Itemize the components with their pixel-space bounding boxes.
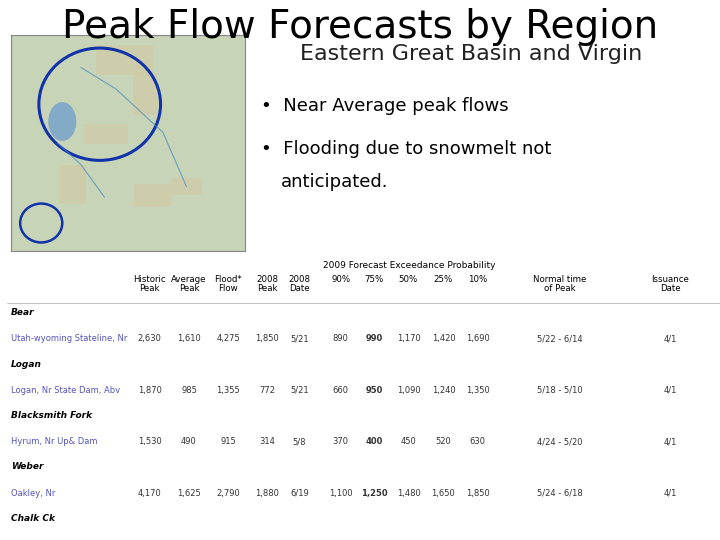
Text: 1,355: 1,355 [216, 386, 240, 395]
Text: 4/24 - 5/20: 4/24 - 5/20 [537, 437, 582, 446]
Text: 450: 450 [400, 437, 416, 446]
Text: Peak Flow Forecasts by Region: Peak Flow Forecasts by Region [62, 8, 658, 46]
Text: Logan: Logan [11, 360, 42, 369]
Text: 1,170: 1,170 [397, 334, 420, 343]
Text: 5/22 - 6/14: 5/22 - 6/14 [537, 334, 582, 343]
Text: Bear: Bear [11, 308, 35, 318]
Text: 890: 890 [333, 334, 348, 343]
Text: 4/1: 4/1 [663, 437, 677, 446]
Text: 1,650: 1,650 [431, 489, 455, 498]
Text: 4/1: 4/1 [663, 489, 677, 498]
Text: 490: 490 [181, 437, 197, 446]
Text: 950: 950 [366, 386, 383, 395]
Text: 985: 985 [181, 386, 197, 395]
Text: 1,850: 1,850 [256, 334, 279, 343]
Text: 2,790: 2,790 [216, 489, 240, 498]
Text: •  Flooding due to snowmelt not: • Flooding due to snowmelt not [261, 140, 551, 158]
Bar [96, 45, 153, 76]
Text: 5/21: 5/21 [290, 334, 309, 343]
Text: Weber: Weber [11, 462, 43, 471]
Text: 370: 370 [333, 437, 348, 446]
Text: 400: 400 [366, 437, 383, 446]
Bar [171, 178, 202, 195]
Text: 1,250: 1,250 [361, 489, 387, 498]
Text: Normal time
of Peak: Normal time of Peak [533, 275, 586, 293]
Text: 915: 915 [220, 437, 236, 446]
Text: Issuance
Date: Issuance Date [651, 275, 689, 293]
Text: Logan, Nr State Dam, Abv: Logan, Nr State Dam, Abv [11, 386, 120, 395]
Bar [84, 124, 127, 145]
Text: 630: 630 [469, 437, 486, 446]
Text: 660: 660 [333, 386, 348, 395]
Text: Blacksmith Fork: Blacksmith Fork [11, 411, 92, 420]
Text: Utah-wyoming Stateline, Nr: Utah-wyoming Stateline, Nr [11, 334, 127, 343]
Text: 4,275: 4,275 [216, 334, 240, 343]
Text: 1,870: 1,870 [138, 386, 162, 395]
Text: 5/8: 5/8 [293, 437, 306, 446]
Bar [132, 72, 157, 115]
Text: 1,530: 1,530 [138, 437, 161, 446]
Text: 1,850: 1,850 [466, 489, 490, 498]
Text: 1,420: 1,420 [431, 334, 455, 343]
Text: 90%: 90% [331, 275, 351, 284]
Text: 1,090: 1,090 [397, 386, 420, 395]
Text: Chalk Ck: Chalk Ck [11, 514, 55, 523]
Text: Eastern Great Basin and Virgin: Eastern Great Basin and Virgin [300, 44, 643, 64]
Text: 2,630: 2,630 [138, 334, 162, 343]
Text: Hyrum, Nr Up& Dam: Hyrum, Nr Up& Dam [11, 437, 97, 446]
Text: Historic
Peak: Historic Peak [133, 275, 166, 293]
Text: 990: 990 [366, 334, 383, 343]
Text: 772: 772 [259, 386, 275, 395]
Text: 1,880: 1,880 [256, 489, 279, 498]
Bar [135, 184, 171, 207]
Text: 75%: 75% [364, 275, 384, 284]
Text: Average
Peak: Average Peak [171, 275, 207, 293]
Text: Flood*
Flow: Flood* Flow [215, 275, 242, 293]
Text: 520: 520 [436, 437, 451, 446]
Text: 5/21: 5/21 [290, 386, 309, 395]
Text: 4,170: 4,170 [138, 489, 161, 498]
Text: 2008
Date: 2008 Date [289, 275, 310, 293]
Text: 1,100: 1,100 [329, 489, 353, 498]
Text: anticipated.: anticipated. [281, 173, 388, 191]
Bar [60, 165, 86, 204]
Text: 2009 Forecast Exceedance Probability: 2009 Forecast Exceedance Probability [323, 261, 495, 269]
Text: 6/19: 6/19 [290, 489, 309, 498]
Text: 5/24 - 6/18: 5/24 - 6/18 [536, 489, 582, 498]
Text: 4/1: 4/1 [663, 386, 677, 395]
Text: 5/18 - 5/10: 5/18 - 5/10 [537, 386, 582, 395]
Text: 1,690: 1,690 [466, 334, 490, 343]
Text: 314: 314 [259, 437, 275, 446]
Text: 1,480: 1,480 [397, 489, 420, 498]
Text: Oakley, Nr: Oakley, Nr [11, 489, 55, 498]
Text: 4/1: 4/1 [663, 334, 677, 343]
Text: 2008
Peak: 2008 Peak [256, 275, 279, 293]
Text: •  Near Average peak flows: • Near Average peak flows [261, 97, 508, 115]
Ellipse shape [48, 102, 76, 141]
Text: 1,610: 1,610 [177, 334, 201, 343]
Text: 25%: 25% [434, 275, 453, 284]
Text: 1,350: 1,350 [466, 386, 490, 395]
Text: 1,625: 1,625 [177, 489, 201, 498]
Text: 10%: 10% [468, 275, 487, 284]
Text: 50%: 50% [399, 275, 418, 284]
Text: 1,240: 1,240 [431, 386, 455, 395]
